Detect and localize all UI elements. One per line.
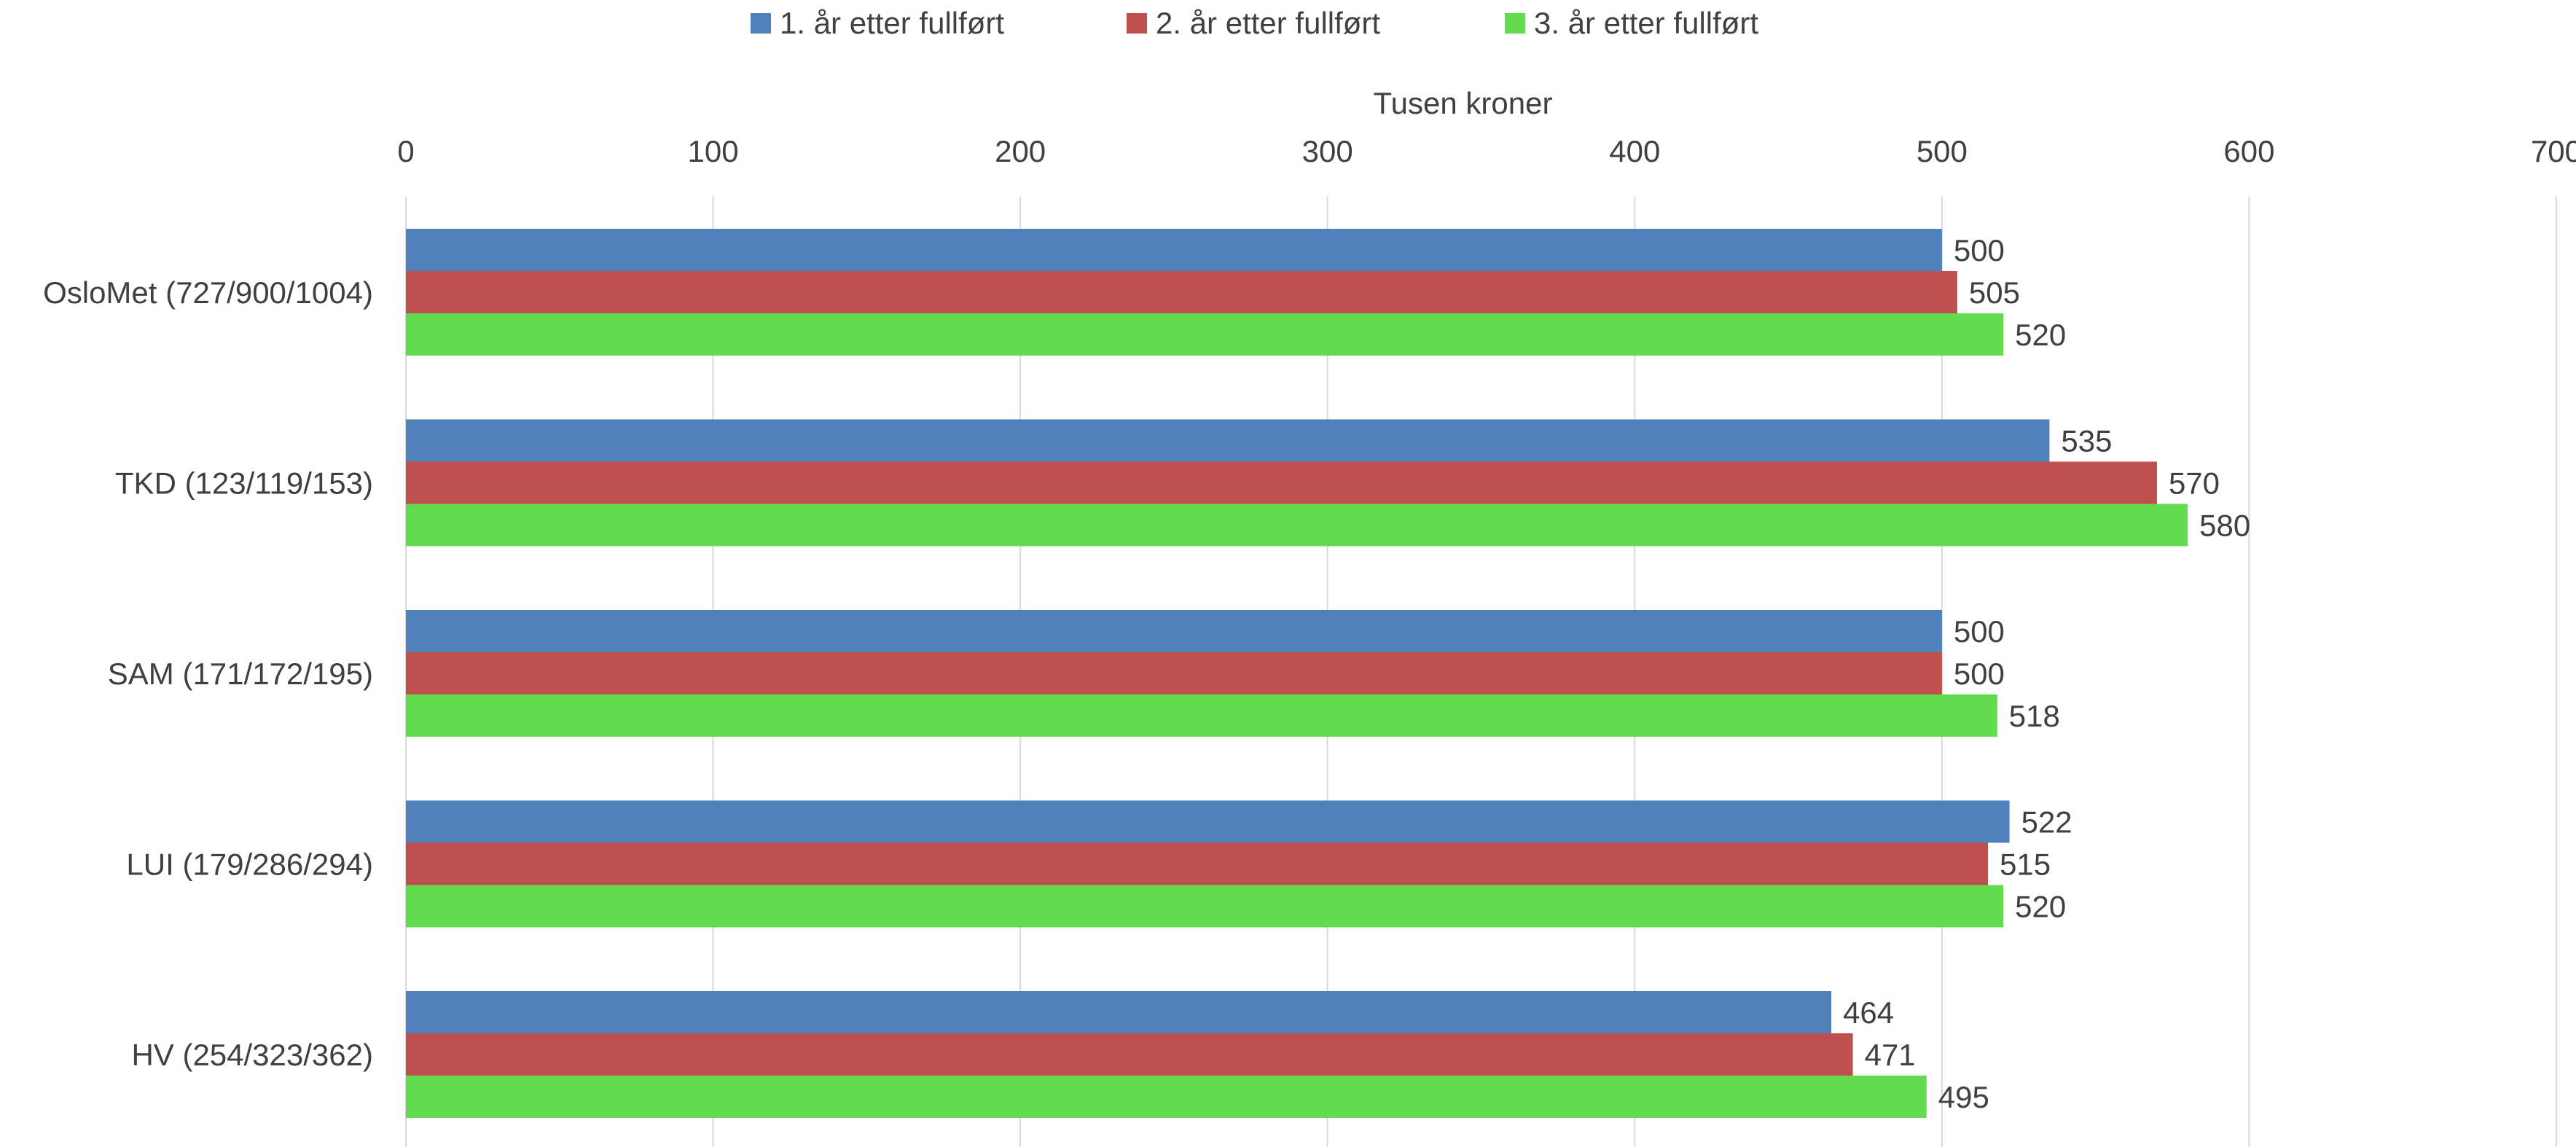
data-label-2-series-3: 580 bbox=[2199, 509, 2250, 543]
bar-4-series-2 bbox=[406, 842, 1989, 885]
data-label-3-series-2: 500 bbox=[1954, 657, 2005, 691]
x-tick-label-100: 100 bbox=[688, 134, 739, 168]
x-tick-label-400: 400 bbox=[1609, 134, 1660, 168]
x-tick-label-200: 200 bbox=[995, 134, 1046, 168]
bar-3-series-3 bbox=[406, 694, 1997, 737]
category-label-1: OsloMet (727/900/1004) bbox=[43, 275, 373, 310]
x-tick-label-600: 600 bbox=[2223, 134, 2274, 168]
x-axis-ticks: 0 100 200 300 400 500 600 700 bbox=[397, 134, 2576, 168]
legend-swatch-1 bbox=[751, 13, 771, 34]
bar-5-series-1 bbox=[406, 991, 1832, 1033]
data-label-4-series-2: 515 bbox=[2000, 847, 2051, 882]
bar-4-series-3 bbox=[406, 885, 2004, 928]
bar-2-series-3 bbox=[406, 504, 2188, 547]
bar-1-series-2 bbox=[406, 271, 1957, 313]
category-label-5: HV (254/323/362) bbox=[131, 1038, 373, 1072]
legend: 1. år etter fullført 2. år etter fullført… bbox=[751, 6, 1758, 40]
x-tick-label-0: 0 bbox=[397, 134, 414, 168]
x-axis-title: Tusen kroner bbox=[1374, 86, 1553, 120]
data-label-3-series-3: 518 bbox=[2009, 699, 2060, 733]
data-label-2-series-1: 535 bbox=[2061, 424, 2112, 458]
data-label-1-series-2: 505 bbox=[1969, 275, 2020, 310]
bar-3-series-1 bbox=[406, 610, 1942, 652]
bar-5-series-3 bbox=[406, 1076, 1927, 1118]
bar-4-series-1 bbox=[406, 800, 2010, 843]
legend-label-1: 1. år etter fullført bbox=[780, 6, 1004, 40]
data-label-3-series-1: 500 bbox=[1954, 614, 2005, 649]
category-label-3: SAM (171/172/195) bbox=[108, 657, 373, 691]
legend-swatch-2 bbox=[1127, 13, 1147, 34]
legend-swatch-3 bbox=[1505, 13, 1525, 34]
x-tick-label-700: 700 bbox=[2531, 134, 2576, 168]
data-label-1-series-3: 520 bbox=[2015, 318, 2066, 352]
data-label-1-series-1: 500 bbox=[1954, 233, 2005, 267]
bars bbox=[406, 229, 2188, 1118]
bar-5-series-2 bbox=[406, 1033, 1853, 1076]
bar-3-series-2 bbox=[406, 652, 1942, 694]
legend-label-3: 3. år etter fullført bbox=[1534, 6, 1758, 40]
data-label-5-series-3: 495 bbox=[1938, 1080, 1989, 1114]
data-label-5-series-2: 471 bbox=[1865, 1038, 1916, 1072]
data-label-2-series-2: 570 bbox=[2169, 466, 2220, 501]
data-label-5-series-1: 464 bbox=[1843, 995, 1894, 1030]
data-label-4-series-3: 520 bbox=[2015, 890, 2066, 924]
legend-label-2: 2. år etter fullført bbox=[1156, 6, 1380, 40]
bar-2-series-2 bbox=[406, 461, 2157, 504]
category-label-2: TKD (123/119/153) bbox=[115, 466, 373, 501]
data-labels: 5005055205355705805005005185225155204644… bbox=[1843, 233, 2250, 1114]
bar-1-series-3 bbox=[406, 313, 2004, 356]
data-label-4-series-1: 522 bbox=[2021, 805, 2072, 839]
x-tick-label-500: 500 bbox=[1917, 134, 1968, 168]
bar-1-series-1 bbox=[406, 229, 1942, 271]
category-label-4: LUI (179/286/294) bbox=[126, 847, 373, 882]
category-labels: OsloMet (727/900/1004) TKD (123/119/153) S… bbox=[43, 275, 373, 1072]
x-tick-label-300: 300 bbox=[1302, 134, 1353, 168]
bar-2-series-1 bbox=[406, 419, 2050, 462]
